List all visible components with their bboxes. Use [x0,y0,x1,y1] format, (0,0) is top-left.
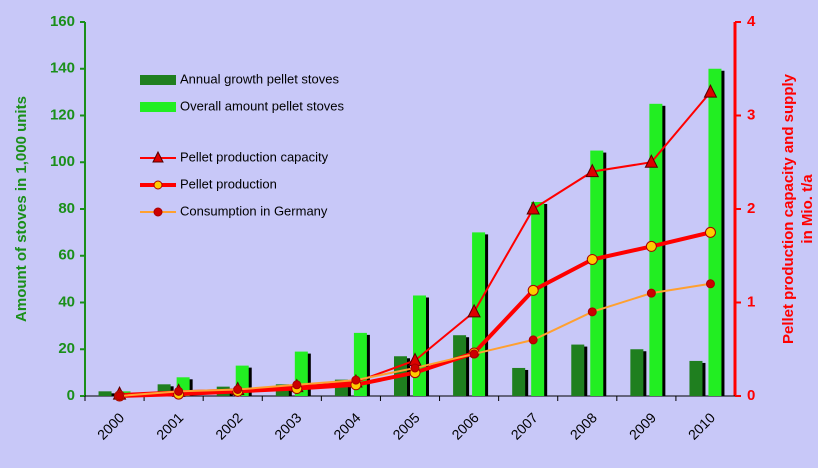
marker [292,380,302,390]
marker [585,163,600,178]
bar [590,150,604,396]
marker [645,240,657,252]
legend-label: Consumption in Germany [180,203,328,218]
bar [689,360,703,396]
y-axis-label: Amount of stoves in 1,000 units [13,96,30,322]
y-tick-label: 100 [50,153,75,170]
legend-label: Pellet production [180,176,277,191]
marker [174,386,184,396]
marker [646,288,656,298]
y2-tick-label: 4 [747,13,756,30]
y2-tick-label: 2 [747,200,755,217]
y-tick-label: 120 [50,106,75,123]
marker [115,391,125,401]
marker [528,335,538,345]
bar [531,201,545,396]
legend-marker [152,150,164,163]
marker [469,349,479,359]
marker [527,284,539,296]
marker [526,200,540,215]
legend-label: Pellet production capacity [180,149,329,164]
marker [644,154,659,168]
marker [703,84,718,98]
legend-label: Annual growth pellet stoves [180,71,339,86]
y-tick-label: 0 [67,387,75,404]
bar [98,391,112,396]
marker [704,226,716,238]
bar [649,103,663,396]
legend-swatch [140,102,176,112]
y2-axis-label: Pellet production capacity and supply [780,73,797,344]
bar [630,349,644,396]
bar [512,367,526,396]
marker [587,307,597,317]
y2-tick-label: 0 [747,387,755,404]
bar [157,384,171,396]
marker [467,303,481,318]
marker [705,279,715,289]
y-tick-label: 40 [58,293,75,310]
y-tick-label: 80 [58,200,75,217]
legend-marker [153,180,163,190]
marker [410,363,420,373]
legend-label: Overall amount pellet stoves [180,98,345,113]
y-tick-label: 20 [58,340,75,357]
y-tick-label: 140 [50,60,75,77]
bar [453,335,467,396]
y-tick-label: 160 [50,13,75,30]
bar [413,295,426,396]
y-tick-label: 60 [58,247,75,264]
y2-axis-label: in Mio. t/a [799,174,816,244]
bar [571,344,585,396]
marker [351,375,361,385]
marker [586,253,598,265]
legend-marker [153,207,163,217]
legend-swatch [140,75,176,85]
marker [233,384,243,394]
y2-tick-label: 1 [747,293,755,310]
y2-tick-label: 3 [747,106,755,123]
